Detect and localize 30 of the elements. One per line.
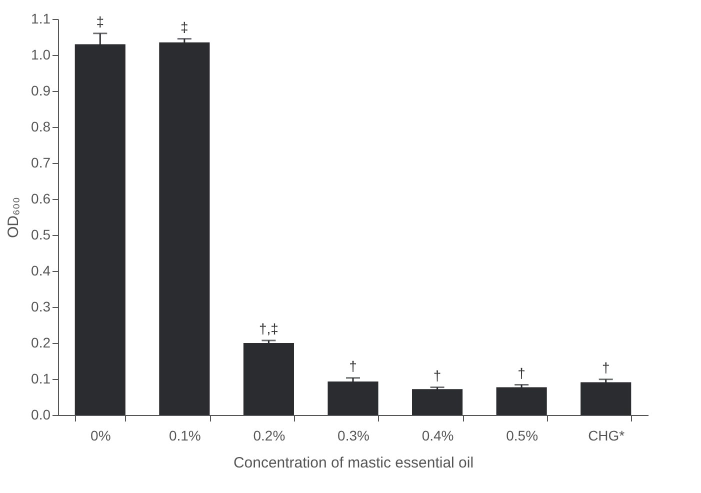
x-tick-label: 0.3% [338, 428, 370, 444]
y-tick-label: 0.1 [31, 370, 51, 386]
annotation: † [433, 367, 442, 384]
y-tick-label: 0.5 [31, 226, 51, 242]
annotation: † [602, 359, 610, 376]
x-tick-label: 0.1% [168, 428, 201, 444]
x-tick-label: CHG* [588, 428, 626, 444]
y-tick-label: 0.8 [31, 118, 51, 134]
x-tick-label: 0.4% [422, 428, 454, 444]
y-tick-label: 1.1 [31, 10, 51, 26]
x-tick-label: 0.5% [506, 428, 538, 444]
annotation: † [349, 358, 357, 374]
annotation: † [518, 364, 526, 381]
y-tick-label: 0.0 [31, 406, 51, 422]
bar [159, 42, 210, 415]
annotation: ‡ [96, 13, 104, 30]
x-axis-title: Concentration of mastic essential oil [233, 454, 474, 472]
y-axis-title: OD₆₀₀ [5, 196, 22, 238]
annotation: †,‡ [258, 320, 278, 336]
y-tick-label: 0.2 [31, 334, 51, 350]
y-tick-label: 0.3 [31, 298, 51, 314]
x-tick-label: 0.2% [253, 428, 286, 444]
y-tick-label: 1.0 [31, 46, 51, 62]
y-tick-label: 0.7 [31, 154, 51, 170]
y-tick-label: 0.4 [31, 262, 51, 278]
y-tick-label: 0.9 [31, 82, 51, 98]
x-tick-label: 0% [90, 428, 111, 444]
y-tick-label: 0.6 [31, 190, 51, 206]
annotation: ‡ [180, 18, 188, 35]
bar [328, 382, 378, 415]
